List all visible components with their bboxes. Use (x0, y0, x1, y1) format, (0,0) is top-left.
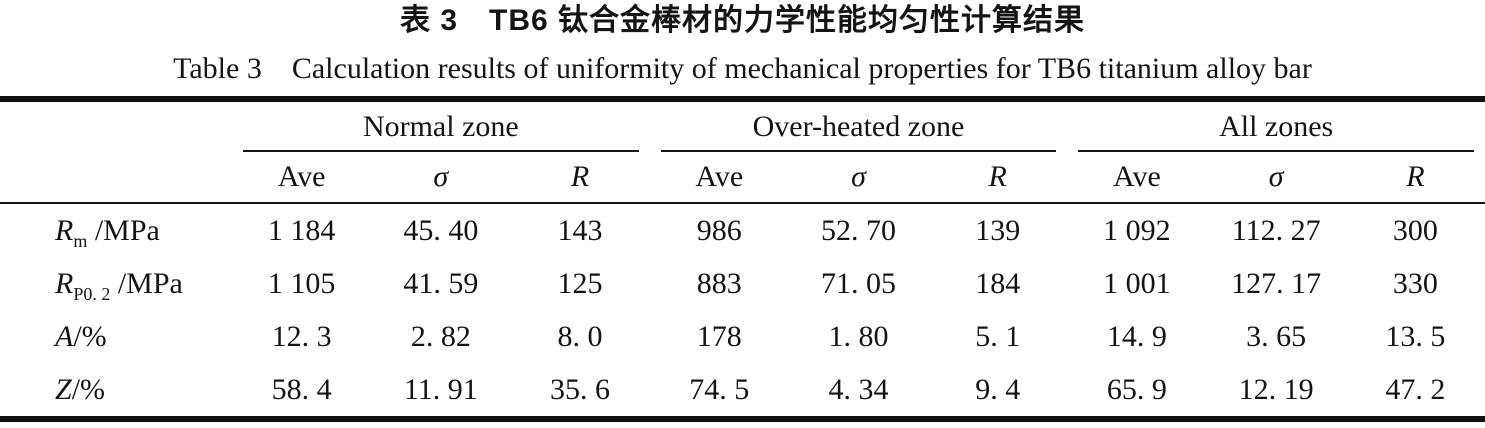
property-symbol: R (55, 266, 74, 300)
corner-cell (0, 99, 232, 152)
cell-value: 178 (696, 319, 742, 353)
property-symbol: A (55, 319, 74, 353)
property-unit: /MPa (110, 266, 183, 300)
table-caption-english: Table 3 Calculation results of uniformit… (173, 52, 1312, 85)
group-header-row: Normal zone Over-heated zone All zones (0, 99, 1485, 152)
cell-value: 986 (696, 213, 742, 247)
group-header-normal-zone: Normal zone (232, 99, 650, 152)
cell-value: 11. 91 (403, 372, 478, 406)
column-header-range: R (928, 152, 1068, 204)
cell-value: 330 (1392, 266, 1438, 300)
cell-value: 1 105 (267, 266, 336, 300)
cell-value: 65. 9 (1106, 372, 1167, 406)
property-unit: /% (73, 319, 107, 353)
cell-value: 3. 65 (1246, 319, 1307, 353)
cell-value: 52. 70 (820, 213, 896, 247)
table-caption-chinese: 表 3 TB6 钛合金棒材的力学性能均匀性计算结果 (399, 4, 1086, 37)
cell-value: 1 184 (267, 213, 336, 247)
cell-value: 12. 19 (1238, 372, 1314, 406)
cell-value: 9. 4 (975, 372, 1021, 406)
cell-value: 112. 27 (1231, 213, 1321, 247)
group-header-label: Normal zone (362, 110, 519, 143)
cell-value: 125 (557, 266, 603, 300)
cell-value: 47. 2 (1385, 372, 1446, 406)
row-label-rp02: RP0. 2 /MPa (0, 257, 232, 310)
cell-value: 14. 9 (1106, 319, 1167, 353)
column-header-range: R (1345, 152, 1485, 204)
table-row-reduction: Z/% 58. 4 11. 91 35. 6 74. 5 4. 34 9. 4 … (0, 363, 1485, 419)
column-header-sigma: σ (1206, 152, 1346, 204)
group-header-label: Over-heated zone (752, 110, 965, 143)
cell-value: 184 (975, 266, 1021, 300)
cell-value: 74. 5 (689, 372, 750, 406)
cell-value: 127. 17 (1231, 266, 1322, 300)
corner-cell (0, 152, 232, 204)
cell-value: 1 092 (1103, 213, 1171, 247)
cell-value: 4. 34 (828, 372, 889, 406)
cell-value: 13. 5 (1385, 319, 1446, 353)
column-header-sigma: σ (788, 152, 929, 204)
column-header-ave: Ave (649, 152, 789, 204)
cell-value: 58. 4 (271, 372, 332, 406)
cell-value: 71. 05 (820, 266, 896, 300)
cell-value: 41. 59 (403, 266, 479, 300)
row-label-reduction: Z/% (0, 363, 232, 419)
row-label-rm: Rm /MPa (0, 203, 232, 257)
cell-value: 45. 40 (403, 213, 479, 247)
column-header-ave: Ave (232, 152, 372, 204)
group-header-all-zones: All zones (1067, 99, 1485, 152)
property-subscript: m (73, 230, 88, 251)
property-subscript: P0. 2 (73, 283, 111, 304)
property-symbol: R (55, 213, 74, 247)
column-header-sigma: σ (371, 152, 511, 204)
cell-value: 5. 1 (975, 319, 1021, 353)
cell-value: 12. 3 (271, 319, 332, 353)
property-unit: /MPa (87, 213, 160, 247)
group-header-overheated-zone: Over-heated zone (650, 99, 1068, 152)
cell-value: 35. 6 (550, 372, 611, 406)
cell-value: 300 (1392, 213, 1438, 247)
table-row-rm: Rm /MPa 1 184 45. 40 143 986 52. 70 139 … (0, 203, 1485, 257)
cell-value: 8. 0 (557, 319, 603, 353)
cell-value: 1 001 (1103, 266, 1171, 300)
property-unit: /% (71, 372, 106, 406)
cell-value: 139 (975, 213, 1021, 247)
table-row-elongation: A/% 12. 3 2. 82 8. 0 178 1. 80 5. 1 14. … (0, 310, 1485, 363)
row-label-elongation: A/% (0, 310, 232, 363)
table-row-rp02: RP0. 2 /MPa 1 105 41. 59 125 883 71. 05 … (0, 257, 1485, 310)
column-header-ave: Ave (1067, 152, 1207, 204)
subheader-row: Ave σ R Ave σ R Ave σ R (0, 152, 1485, 204)
cell-value: 2. 82 (410, 319, 471, 353)
property-symbol: Z (55, 372, 72, 406)
group-header-label: All zones (1219, 110, 1334, 143)
column-header-range: R (510, 152, 650, 204)
cell-value: 883 (696, 266, 742, 300)
cell-value: 1. 80 (828, 319, 889, 353)
cell-value: 143 (557, 213, 603, 247)
mechanical-properties-table: Normal zone Over-heated zone All zones A… (0, 96, 1485, 422)
